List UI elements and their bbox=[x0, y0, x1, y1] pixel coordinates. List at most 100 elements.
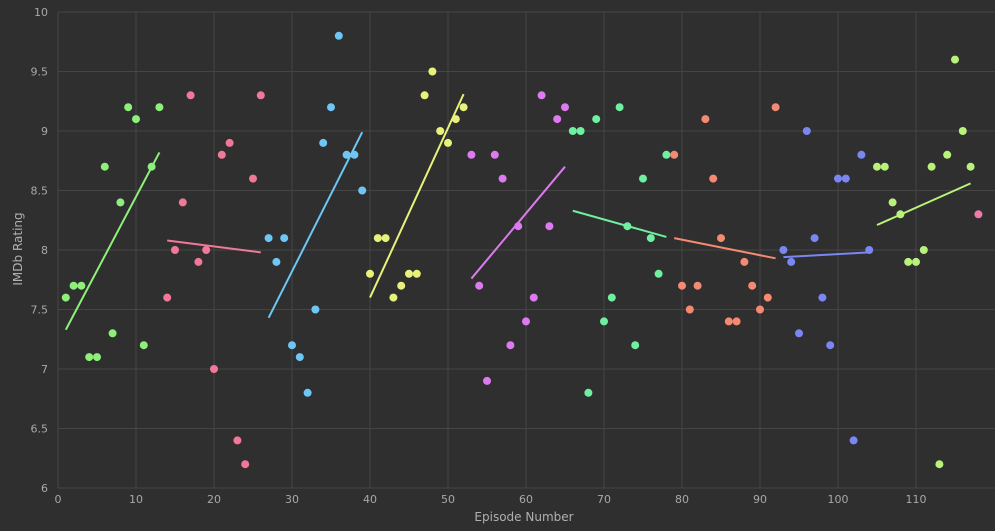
data-point[interactable] bbox=[779, 246, 788, 254]
data-point[interactable] bbox=[888, 198, 897, 207]
data-point[interactable] bbox=[724, 317, 733, 326]
data-point[interactable] bbox=[717, 234, 725, 243]
data-point[interactable] bbox=[256, 91, 265, 100]
data-point[interactable] bbox=[233, 436, 242, 445]
data-point[interactable] bbox=[272, 257, 281, 266]
data-point[interactable] bbox=[857, 150, 866, 159]
data-point[interactable] bbox=[280, 234, 289, 243]
data-point[interactable] bbox=[186, 91, 195, 100]
data-point[interactable] bbox=[163, 293, 172, 302]
data-point[interactable] bbox=[623, 222, 632, 231]
data-point[interactable] bbox=[873, 162, 881, 171]
data-point[interactable] bbox=[974, 210, 983, 219]
data-point[interactable] bbox=[966, 162, 975, 171]
data-point[interactable] bbox=[506, 341, 515, 350]
data-point[interactable] bbox=[561, 103, 569, 112]
data-point[interactable] bbox=[288, 341, 296, 350]
data-point[interactable] bbox=[171, 246, 179, 254]
data-point[interactable] bbox=[295, 353, 304, 362]
data-point[interactable] bbox=[631, 341, 640, 350]
data-point[interactable] bbox=[553, 115, 562, 124]
data-point[interactable] bbox=[225, 138, 234, 147]
data-point[interactable] bbox=[537, 91, 546, 100]
data-point[interactable] bbox=[202, 246, 211, 254]
data-point[interactable] bbox=[428, 67, 437, 76]
data-point[interactable] bbox=[444, 138, 452, 147]
data-point[interactable] bbox=[490, 150, 499, 159]
data-point[interactable] bbox=[69, 281, 78, 290]
data-point[interactable] bbox=[841, 174, 850, 183]
data-point[interactable] bbox=[740, 257, 749, 266]
data-point[interactable] bbox=[927, 162, 936, 171]
data-point[interactable] bbox=[217, 150, 226, 159]
data-point[interactable] bbox=[912, 257, 920, 266]
data-point[interactable] bbox=[61, 293, 70, 302]
data-point[interactable] bbox=[475, 281, 484, 290]
data-point[interactable] bbox=[249, 174, 257, 183]
data-point[interactable] bbox=[748, 281, 757, 290]
data-point[interactable] bbox=[919, 246, 928, 254]
data-point[interactable] bbox=[350, 150, 359, 159]
data-point[interactable] bbox=[93, 353, 101, 362]
data-point[interactable] bbox=[381, 234, 390, 243]
data-point[interactable] bbox=[311, 305, 320, 314]
data-point[interactable] bbox=[342, 150, 351, 159]
data-point[interactable] bbox=[818, 293, 827, 302]
data-point[interactable] bbox=[654, 269, 663, 278]
data-point[interactable] bbox=[451, 115, 460, 124]
data-point[interactable] bbox=[607, 293, 616, 302]
data-point[interactable] bbox=[303, 388, 312, 397]
data-point[interactable] bbox=[592, 115, 601, 124]
data-point[interactable] bbox=[155, 103, 164, 112]
data-point[interactable] bbox=[124, 103, 133, 112]
data-point[interactable] bbox=[459, 103, 468, 112]
data-point[interactable] bbox=[709, 174, 718, 183]
data-point[interactable] bbox=[615, 103, 624, 112]
data-point[interactable] bbox=[701, 115, 710, 124]
data-point[interactable] bbox=[514, 222, 523, 231]
data-point[interactable] bbox=[951, 55, 959, 64]
data-point[interactable] bbox=[896, 210, 905, 219]
data-point[interactable] bbox=[787, 257, 796, 266]
data-point[interactable] bbox=[389, 293, 398, 302]
data-point[interactable] bbox=[662, 150, 671, 159]
data-point[interactable] bbox=[958, 127, 967, 135]
data-point[interactable] bbox=[685, 305, 694, 314]
data-point[interactable] bbox=[576, 127, 585, 135]
data-point[interactable] bbox=[600, 317, 608, 326]
data-point[interactable] bbox=[795, 329, 803, 338]
data-point[interactable] bbox=[373, 234, 382, 243]
data-point[interactable] bbox=[100, 162, 109, 171]
data-point[interactable] bbox=[529, 293, 538, 302]
data-point[interactable] bbox=[810, 234, 819, 243]
data-point[interactable] bbox=[802, 127, 811, 135]
data-point[interactable] bbox=[678, 281, 686, 290]
data-point[interactable] bbox=[849, 436, 858, 445]
data-point[interactable] bbox=[436, 127, 445, 135]
data-point[interactable] bbox=[639, 174, 647, 183]
data-point[interactable] bbox=[771, 103, 780, 112]
data-point[interactable] bbox=[178, 198, 187, 207]
data-point[interactable] bbox=[85, 353, 94, 362]
data-point[interactable] bbox=[264, 234, 273, 243]
data-point[interactable] bbox=[646, 234, 655, 243]
data-point[interactable] bbox=[545, 222, 554, 231]
data-point[interactable] bbox=[880, 162, 889, 171]
data-point[interactable] bbox=[826, 341, 835, 350]
data-point[interactable] bbox=[327, 103, 335, 112]
data-point[interactable] bbox=[420, 91, 429, 100]
data-point[interactable] bbox=[405, 269, 413, 278]
data-point[interactable] bbox=[108, 329, 117, 338]
data-point[interactable] bbox=[756, 305, 764, 314]
data-point[interactable] bbox=[358, 186, 367, 195]
data-point[interactable] bbox=[584, 388, 593, 397]
data-point[interactable] bbox=[77, 281, 86, 290]
data-point[interactable] bbox=[483, 376, 491, 385]
data-point[interactable] bbox=[904, 257, 913, 266]
data-point[interactable] bbox=[522, 317, 530, 326]
data-point[interactable] bbox=[366, 269, 374, 278]
data-point[interactable] bbox=[139, 341, 148, 350]
data-point[interactable] bbox=[412, 269, 421, 278]
data-point[interactable] bbox=[834, 174, 842, 183]
data-point[interactable] bbox=[210, 365, 218, 373]
